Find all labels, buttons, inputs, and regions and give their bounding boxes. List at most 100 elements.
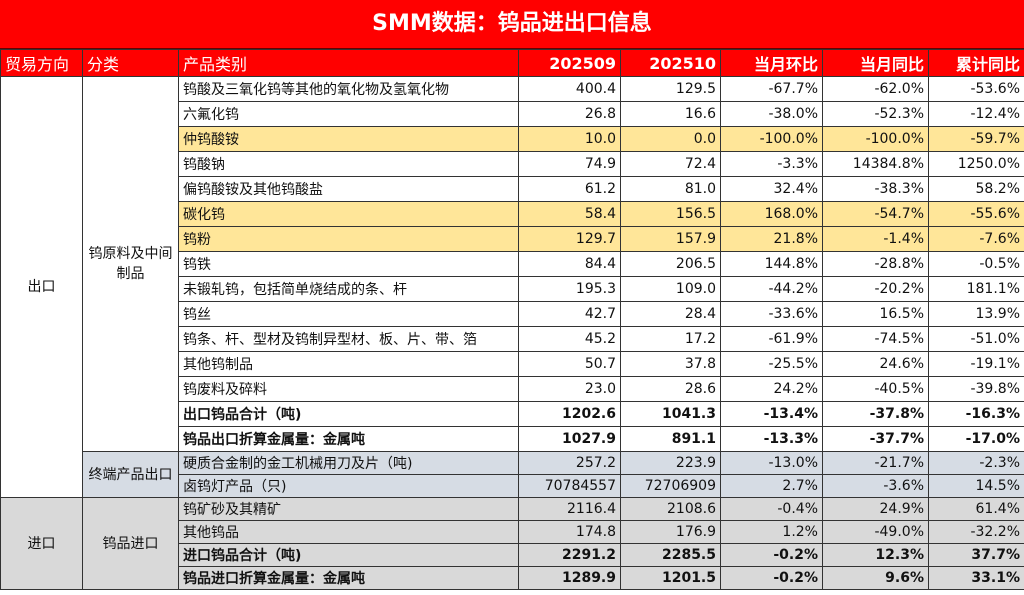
column-header[interactable]: 当月环比 (720, 49, 823, 77)
value-cell: 1289.9 (518, 566, 621, 590)
value-cell: 400.4 (518, 76, 621, 102)
value-cell: -12.4% (928, 101, 1024, 127)
column-header[interactable]: 当月同比 (822, 49, 929, 77)
table-row: 卤钨灯产品（只) 70784557 72706909 2.7% -3.6% 14.5% (1, 474, 1024, 498)
value-cell: 72706909 (620, 474, 721, 498)
value-cell: -100.0% (822, 126, 929, 152)
product-name-cell: 硬质合金制的金工机械用刀及片（吨) (178, 451, 519, 475)
value-cell: -0.2% (720, 543, 823, 567)
value-cell: -67.7% (720, 76, 823, 102)
value-cell: 129.5 (620, 76, 721, 102)
table-row: 钨废料及碎料 23.0 28.6 24.2% -40.5% -39.8% (1, 376, 1024, 402)
table-row: 钨酸钠 74.9 72.4 -3.3% 14384.8% 1250.0% (1, 151, 1024, 177)
value-cell: -2.3% (928, 451, 1024, 475)
value-cell: -49.0% (822, 520, 929, 544)
value-cell: 23.0 (518, 376, 621, 402)
product-name-cell: 钨废料及碎料 (178, 376, 519, 402)
table-row: 出口钨品合计（吨) 1202.6 1041.3 -13.4% -37.8% -16.3% (1, 401, 1024, 427)
product-name-cell: 钨丝 (178, 301, 519, 327)
table-row: 钨品进口折算金属量：金属吨 1289.9 1201.5 -0.2% 9.6% 33.1% (1, 566, 1024, 590)
tungsten-trade-table: 贸易方向 分类 产品类别 202509 202510 当月环比 当月同比 累计同比 出口 钨原料… (0, 49, 1024, 590)
trade-direction-cell: 进口 (0, 497, 83, 590)
value-cell: -3.6% (822, 474, 929, 498)
value-cell: 195.3 (518, 276, 621, 302)
value-cell: -16.3% (928, 401, 1024, 427)
product-name-cell: 其他钨品 (178, 520, 519, 544)
column-header[interactable]: 累计同比 (928, 49, 1024, 77)
product-name-cell: 六氟化钨 (178, 101, 519, 127)
value-cell: -0.5% (928, 251, 1024, 277)
value-cell: 84.4 (518, 251, 621, 277)
value-cell: 24.6% (822, 351, 929, 377)
product-name-cell: 进口钨品合计（吨) (178, 543, 519, 567)
product-name-cell: 偏钨酸铵及其他钨酸盐 (178, 176, 519, 202)
value-cell: 891.1 (620, 426, 721, 452)
value-cell: 2116.4 (518, 497, 621, 521)
value-cell: 16.6 (620, 101, 721, 127)
value-cell: -7.6% (928, 226, 1024, 252)
value-cell: -51.0% (928, 326, 1024, 352)
value-cell: 50.7 (518, 351, 621, 377)
value-cell: -44.2% (720, 276, 823, 302)
value-cell: 2291.2 (518, 543, 621, 567)
category-cell: 终端产品出口 (82, 451, 179, 498)
column-header[interactable]: 贸易方向 (0, 49, 83, 77)
column-header[interactable]: 202510 (620, 49, 721, 77)
value-cell: -53.6% (928, 76, 1024, 102)
category-cell: 钨品进口 (82, 497, 179, 590)
trade-direction-cell: 出口 (0, 76, 83, 498)
value-cell: 206.5 (620, 251, 721, 277)
value-cell: 129.7 (518, 226, 621, 252)
value-cell: 1201.5 (620, 566, 721, 590)
value-cell: 70784557 (518, 474, 621, 498)
value-cell: -37.8% (822, 401, 929, 427)
value-cell: 24.2% (720, 376, 823, 402)
product-name-cell: 钨条、杆、型材及钨制异型材、板、片、带、箔 (178, 326, 519, 352)
column-header[interactable]: 202509 (518, 49, 621, 77)
table-row: 碳化钨 58.4 156.5 168.0% -54.7% -55.6% (1, 201, 1024, 227)
value-cell: 257.2 (518, 451, 621, 475)
table-row: 六氟化钨 26.8 16.6 -38.0% -52.3% -12.4% (1, 101, 1024, 127)
table-row: 进口 钨品进口 钨矿砂及其精矿 2116.4 2108.6 -0.4% 24.9% 61.4% (0, 497, 1024, 590)
value-cell: 24.9% (822, 497, 929, 521)
value-cell: -20.2% (822, 276, 929, 302)
value-cell: -54.7% (822, 201, 929, 227)
value-cell: 14384.8% (822, 151, 929, 177)
value-cell: 74.9 (518, 151, 621, 177)
value-cell: 13.9% (928, 301, 1024, 327)
category-cell: 钨原料及中间制品 (82, 76, 179, 452)
table-row: 未锻轧钨，包括简单烧结成的条、杆 195.3 109.0 -44.2% -20.2% 18… (1, 276, 1024, 302)
table-row: 仲钨酸铵 10.0 0.0 -100.0% -100.0% -59.7% (1, 126, 1024, 152)
value-cell: 32.4% (720, 176, 823, 202)
value-cell: -100.0% (720, 126, 823, 152)
product-name-cell: 钨矿砂及其精矿 (178, 497, 519, 521)
product-name-cell: 仲钨酸铵 (178, 126, 519, 152)
value-cell: 168.0% (720, 201, 823, 227)
table-row: 出口 钨原料及中间制品 钨酸及三氧化钨等其他的氧化物及氢氧化物 400.4 129.5-… (0, 76, 1024, 498)
page-title: SMM数据：钨品进出口信息 (0, 0, 1024, 49)
value-cell: 2.7% (720, 474, 823, 498)
value-cell: 156.5 (620, 201, 721, 227)
value-cell: 1.2% (720, 520, 823, 544)
product-name-cell: 未锻轧钨，包括简单烧结成的条、杆 (178, 276, 519, 302)
value-cell: 2285.5 (620, 543, 721, 567)
value-cell: 10.0 (518, 126, 621, 152)
value-cell: 157.9 (620, 226, 721, 252)
table-row: 钨粉 129.7 157.9 21.8% -1.4% -7.6% (1, 226, 1024, 252)
value-cell: 45.2 (518, 326, 621, 352)
value-cell: 1027.9 (518, 426, 621, 452)
value-cell: -32.2% (928, 520, 1024, 544)
table-row: 其他钨品 174.8 176.9 1.2% -49.0% -32.2% (1, 520, 1024, 544)
value-cell: -19.1% (928, 351, 1024, 377)
value-cell: 0.0 (620, 126, 721, 152)
value-cell: 33.1% (928, 566, 1024, 590)
column-header[interactable]: 产品类别 (178, 49, 519, 77)
value-cell: -3.3% (720, 151, 823, 177)
value-cell: 1250.0% (928, 151, 1024, 177)
value-cell: -39.8% (928, 376, 1024, 402)
column-header[interactable]: 分类 (82, 49, 179, 77)
value-cell: -1.4% (822, 226, 929, 252)
value-cell: -52.3% (822, 101, 929, 127)
value-cell: -0.4% (720, 497, 823, 521)
value-cell: 2108.6 (620, 497, 721, 521)
